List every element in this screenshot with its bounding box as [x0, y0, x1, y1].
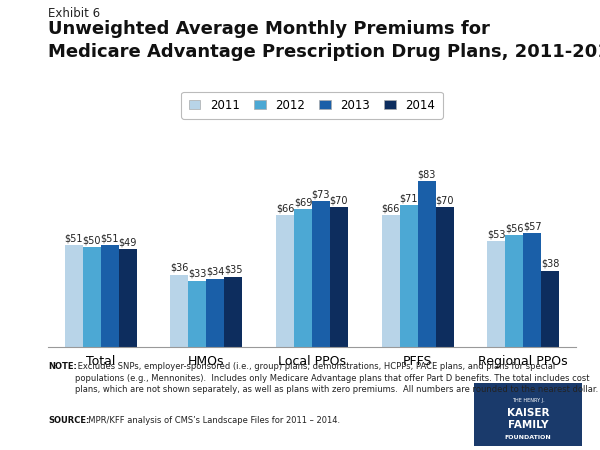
Legend: 2011, 2012, 2013, 2014: 2011, 2012, 2013, 2014: [181, 92, 443, 119]
Bar: [418, 181, 436, 346]
Text: $56: $56: [505, 223, 523, 233]
Text: MPR/KFF analysis of CMS’s Landscape Files for 2011 – 2014.: MPR/KFF analysis of CMS’s Landscape File…: [83, 416, 340, 425]
Bar: [382, 215, 400, 346]
Bar: [83, 247, 101, 346]
Bar: [119, 249, 137, 346]
Text: $66: $66: [382, 203, 400, 213]
Text: SOURCE:: SOURCE:: [48, 416, 89, 425]
Bar: [170, 275, 188, 346]
Bar: [487, 241, 505, 346]
Text: $70: $70: [329, 195, 348, 205]
Text: $53: $53: [487, 229, 506, 239]
Text: $51: $51: [65, 233, 83, 243]
Text: FOUNDATION: FOUNDATION: [505, 435, 551, 440]
Bar: [523, 233, 541, 346]
Bar: [294, 209, 312, 346]
Bar: [505, 235, 523, 346]
Bar: [541, 271, 559, 346]
Bar: [312, 201, 330, 346]
Text: $66: $66: [276, 203, 294, 213]
Text: THE HENRY J.: THE HENRY J.: [512, 398, 544, 403]
Text: $71: $71: [400, 193, 418, 203]
Bar: [436, 207, 454, 346]
Bar: [206, 279, 224, 346]
Text: $38: $38: [541, 259, 559, 269]
Text: KAISER: KAISER: [507, 408, 549, 418]
Text: $83: $83: [418, 169, 436, 180]
Text: Unweighted Average Monthly Premiums for: Unweighted Average Monthly Premiums for: [48, 20, 490, 38]
Text: $33: $33: [188, 269, 206, 279]
Bar: [101, 245, 119, 346]
Text: FAMILY: FAMILY: [508, 420, 548, 430]
Bar: [400, 205, 418, 346]
Bar: [188, 281, 206, 346]
Text: Excludes SNPs, employer-sponsored (i.e., group) plans, demonstrations, HCPPs, PA: Excludes SNPs, employer-sponsored (i.e.,…: [75, 362, 598, 394]
Text: $51: $51: [101, 233, 119, 243]
Text: NOTE:: NOTE:: [48, 362, 77, 371]
Bar: [224, 277, 242, 346]
Text: $69: $69: [294, 197, 312, 207]
Text: $73: $73: [312, 189, 330, 199]
Text: $50: $50: [83, 235, 101, 245]
Bar: [276, 215, 294, 346]
Bar: [65, 245, 83, 346]
Text: $36: $36: [170, 263, 188, 273]
Text: Medicare Advantage Prescription Drug Plans, 2011-2014: Medicare Advantage Prescription Drug Pla…: [48, 43, 600, 61]
Text: $70: $70: [435, 195, 454, 205]
Text: $57: $57: [523, 221, 541, 231]
Text: $35: $35: [224, 265, 242, 275]
Text: $49: $49: [119, 237, 137, 247]
Bar: [330, 207, 348, 346]
Text: $34: $34: [206, 267, 224, 277]
Text: Exhibit 6: Exhibit 6: [48, 7, 100, 20]
